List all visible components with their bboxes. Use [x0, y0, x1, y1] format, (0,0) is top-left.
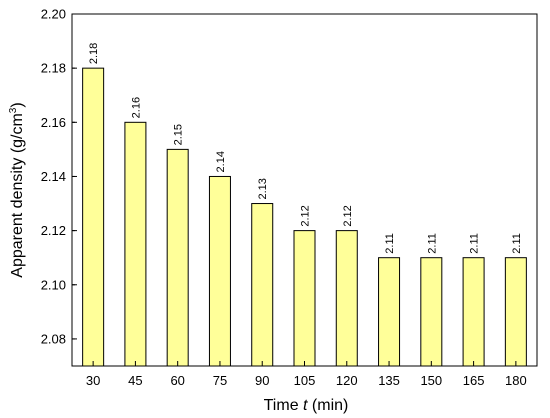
- bar: [124, 121, 147, 367]
- x-tick-label: 120: [336, 373, 358, 388]
- data-label: 2.18: [88, 43, 100, 64]
- bar: [504, 257, 527, 367]
- ticks-group: 30 45 60 75 90 105 120 135 150 165 180 2.08 2.10 2.12…: [41, 7, 527, 389]
- data-label: 2.16: [130, 97, 142, 118]
- bar: [378, 257, 401, 367]
- data-label: 2.11: [426, 233, 438, 254]
- bars-group: 2.18 2.16 2.15 2.14 2.13 2.12 2.12 2.11 2.11 2.11…: [82, 43, 527, 367]
- x-tick-label: 150: [420, 373, 442, 388]
- data-label: 2.12: [300, 205, 312, 226]
- y-axis-title: Apparent density (g/cm3): [8, 102, 26, 277]
- bar: [462, 257, 485, 367]
- x-tick-label: 165: [463, 373, 485, 388]
- bar: [251, 203, 274, 367]
- x-axis-title: Time t (min): [264, 397, 349, 414]
- data-label: 2.11: [469, 233, 481, 254]
- y-tick-label: 2.18: [41, 61, 66, 76]
- y-tick-label: 2.10: [41, 277, 66, 292]
- x-tick-label: 45: [128, 373, 142, 388]
- data-label: 2.15: [173, 124, 185, 145]
- x-tick-label: 105: [294, 373, 316, 388]
- bar: [335, 230, 358, 367]
- x-tick-label: 90: [255, 373, 269, 388]
- x-tick-label: 30: [86, 373, 100, 388]
- bar: [166, 148, 189, 367]
- y-tick-label: 2.16: [41, 115, 66, 130]
- y-tick-label: 2.14: [41, 169, 66, 184]
- y-tick-label: 2.12: [41, 223, 66, 238]
- y-tick-label: 2.20: [41, 7, 66, 22]
- y-tick-label: 2.08: [41, 331, 66, 346]
- data-label: 2.12: [342, 205, 354, 226]
- data-label: 2.11: [511, 233, 523, 254]
- bar: [82, 67, 105, 367]
- x-tick-label: 60: [170, 373, 184, 388]
- bar: [293, 230, 316, 367]
- x-tick-label: 135: [378, 373, 400, 388]
- bar: [208, 175, 231, 367]
- data-label: 2.14: [215, 151, 227, 172]
- data-label: 2.13: [257, 178, 269, 199]
- x-tick-label: 75: [213, 373, 227, 388]
- data-label: 2.11: [384, 233, 396, 254]
- x-tick-label: 180: [505, 373, 527, 388]
- bar: [420, 257, 443, 367]
